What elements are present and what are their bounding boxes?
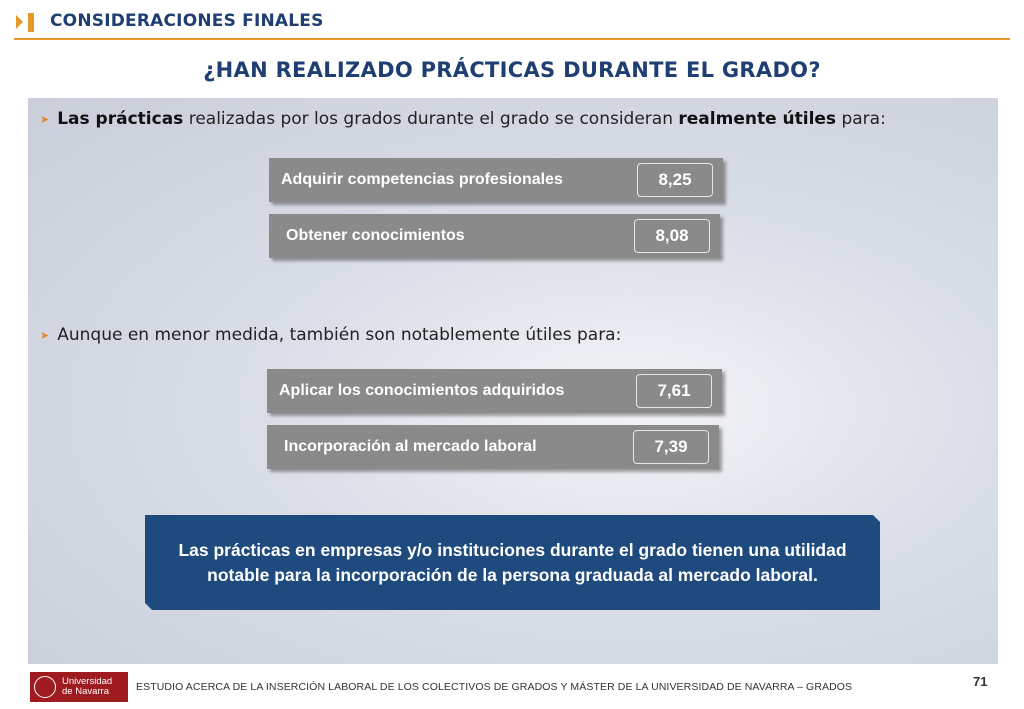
metric-card-competencias: Adquirir competencias profesionales 8,25	[269, 158, 723, 202]
section-title: CONSIDERACIONES FINALES	[50, 11, 324, 31]
logo-line1: Universidad	[62, 676, 113, 687]
metric-value: 7,61	[636, 374, 712, 408]
metric-label: Adquirir competencias profesionales	[281, 171, 563, 188]
bullet-end: para:	[836, 109, 886, 129]
bullet-middle: realizadas por los grados durante el gra…	[183, 109, 679, 129]
bullet-practicas: ➤ Las prácticas realizadas por los grado…	[40, 109, 886, 129]
bullet-arrow-icon: ➤	[40, 328, 50, 342]
page-title: ¿HAN REALIZADO PRÁCTICAS DURANTE EL GRAD…	[203, 58, 821, 82]
logo-line2: de Navarra	[62, 686, 109, 697]
page-number: 71	[973, 674, 988, 689]
bullet-text: Aunque en menor medida, también son nota…	[57, 325, 622, 345]
bullet-bold-start: Las prácticas	[57, 109, 184, 129]
university-seal-icon	[34, 676, 56, 698]
header-divider	[14, 38, 1010, 40]
metric-label: Incorporación al mercado laboral	[284, 438, 537, 455]
bullet-bold-end: realmente útiles	[678, 109, 837, 129]
conclusion-text: Las prácticas en empresas y/o institucio…	[178, 539, 847, 585]
metric-card-incorporacion: Incorporación al mercado laboral 7,39	[267, 425, 719, 469]
bullet-text: Las prácticas realizadas por los grados …	[57, 109, 886, 129]
section-marker-icon	[16, 13, 34, 32]
footer-study-title: ESTUDIO ACERCA DE LA INSERCIÓN LABORAL D…	[136, 681, 853, 693]
metric-label: Obtener conocimientos	[286, 227, 465, 244]
metric-label: Aplicar los conocimientos adquiridos	[279, 382, 565, 399]
bullet-arrow-icon: ➤	[40, 112, 50, 126]
metric-value: 7,39	[633, 430, 709, 464]
university-logo: Universidad de Navarra	[30, 672, 128, 702]
logo-text: Universidad de Navarra	[62, 677, 112, 697]
conclusion-callout: Las prácticas en empresas y/o institucio…	[145, 515, 880, 610]
metric-value: 8,08	[634, 219, 710, 253]
metric-card-aplicar: Aplicar los conocimientos adquiridos 7,6…	[267, 369, 722, 413]
metric-value: 8,25	[637, 163, 713, 197]
bullet-menor-medida: ➤ Aunque en menor medida, también son no…	[40, 325, 621, 345]
metric-card-conocimientos: Obtener conocimientos 8,08	[269, 214, 720, 258]
